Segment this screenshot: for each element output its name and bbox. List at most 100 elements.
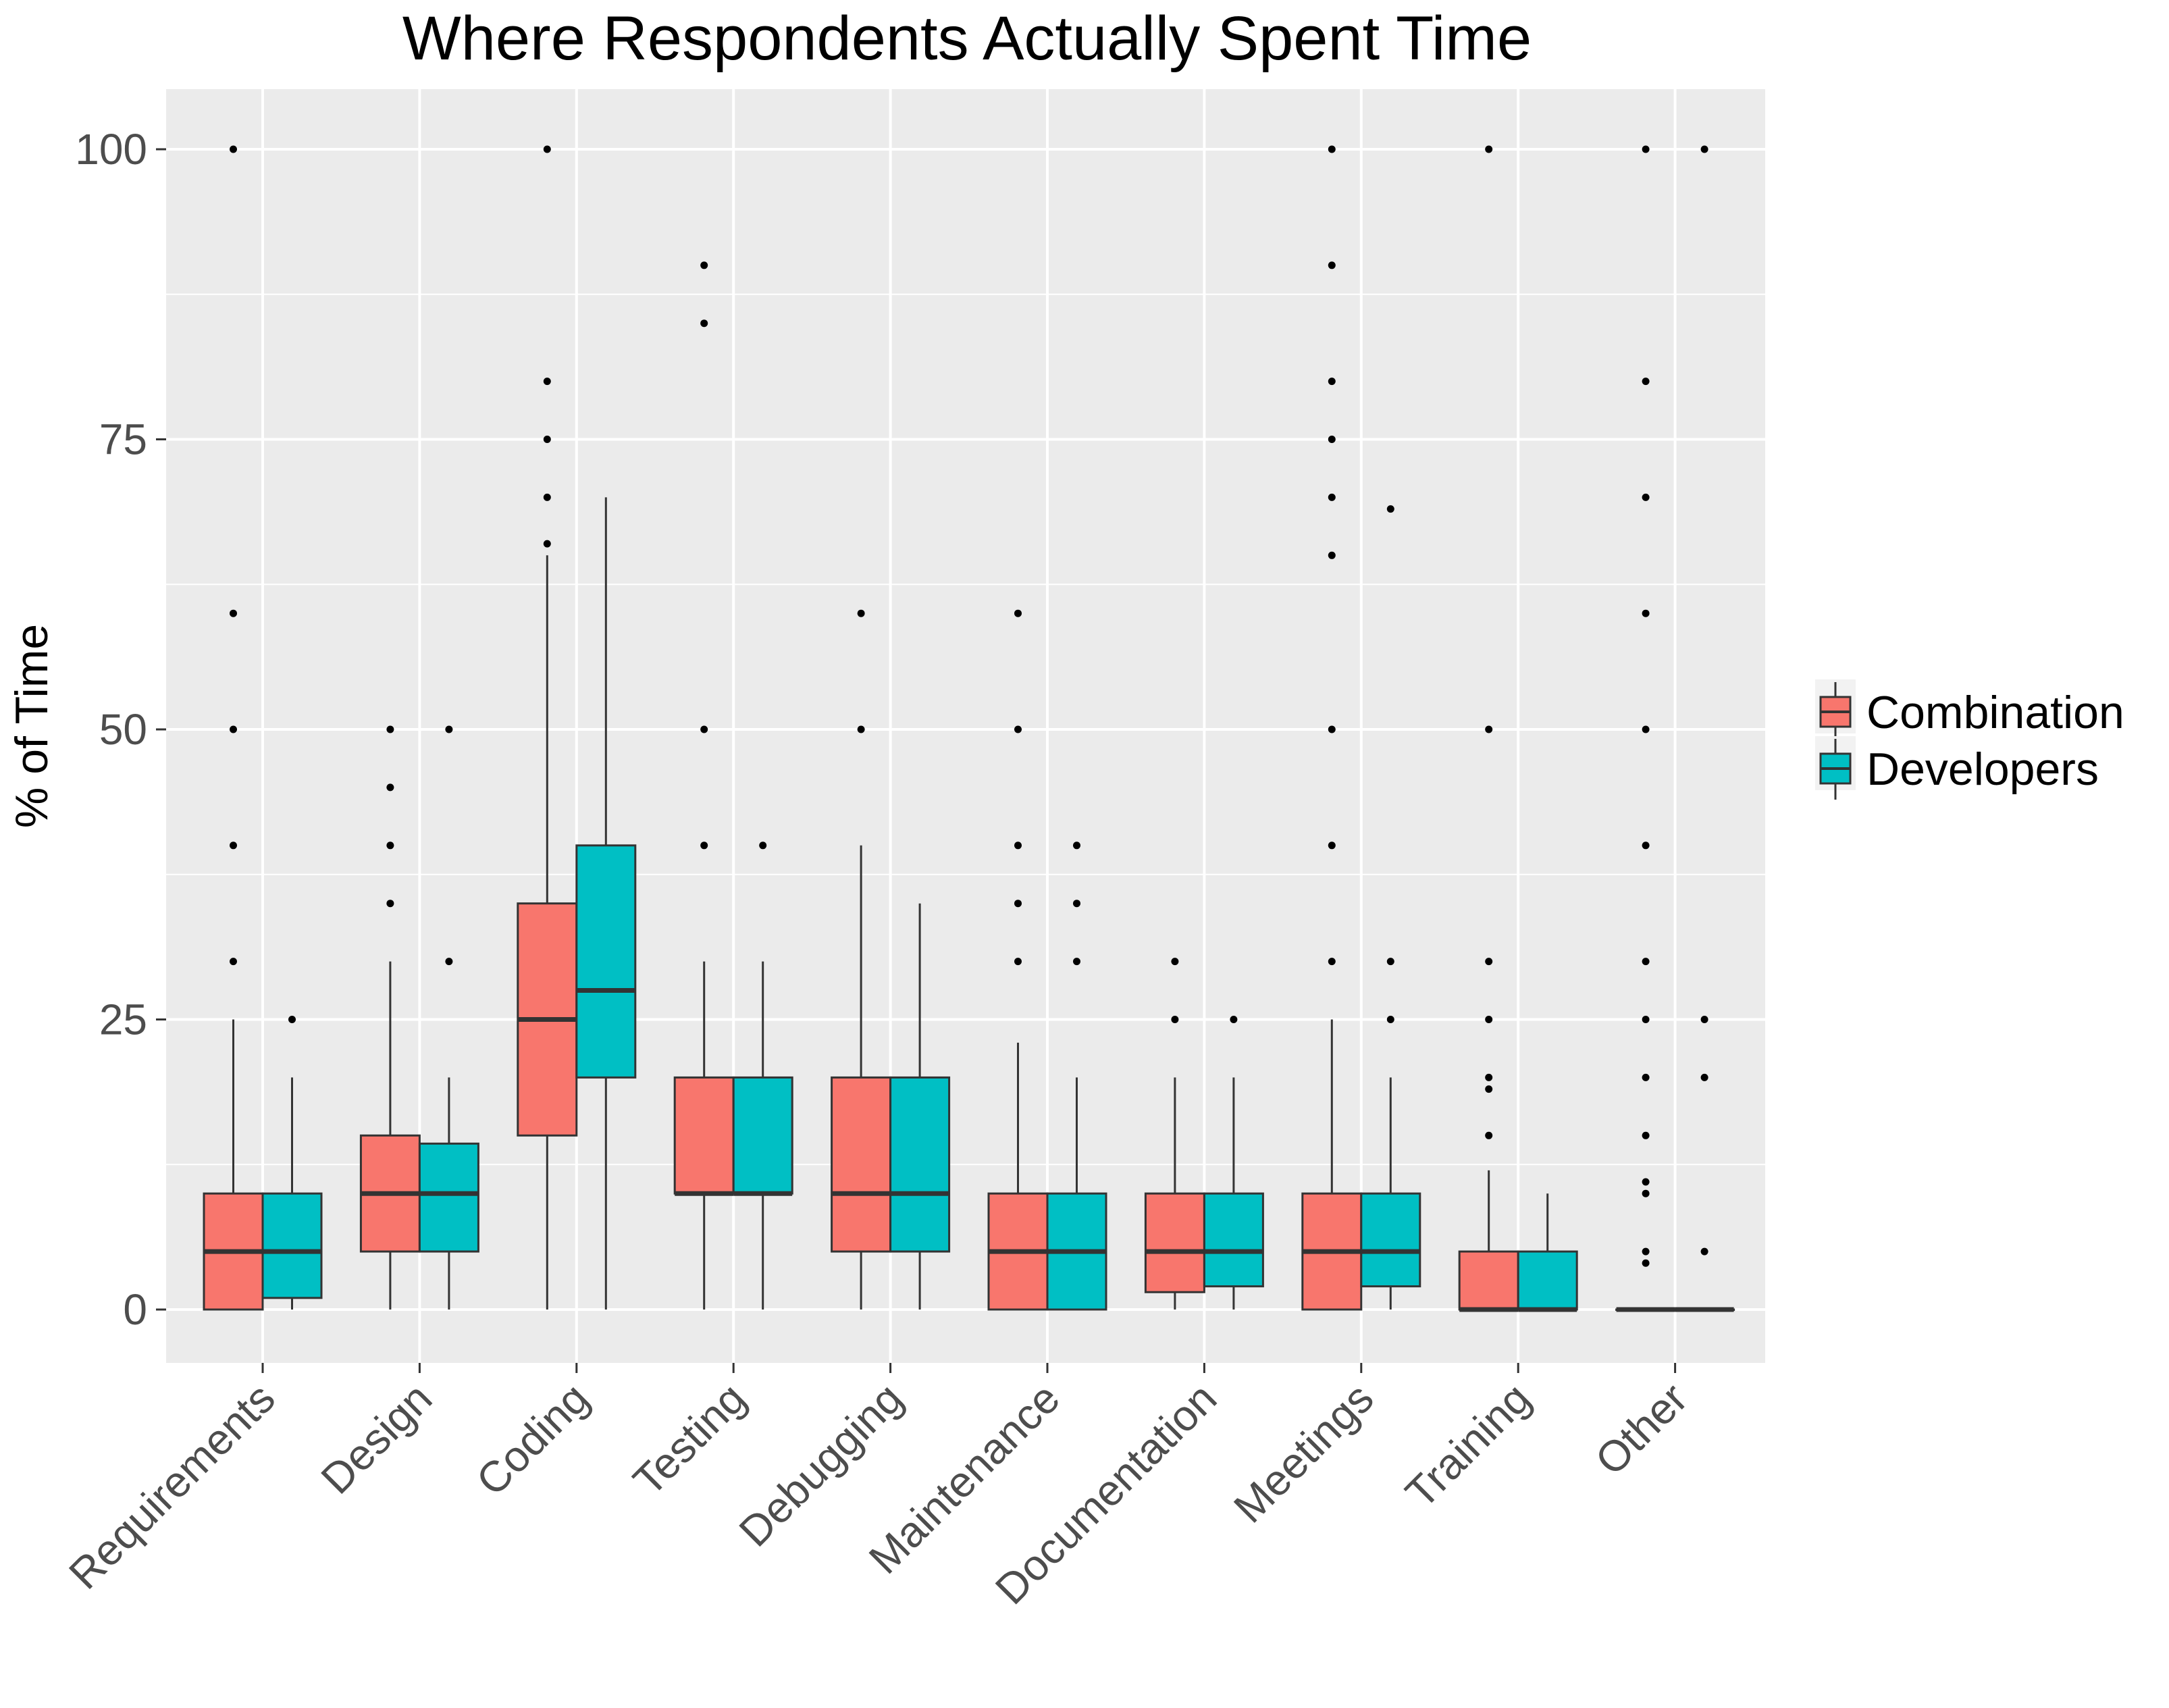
- outlier-point: [1328, 145, 1336, 153]
- y-tick-label: 25: [99, 995, 147, 1044]
- y-tick-label: 100: [75, 125, 147, 174]
- legend-label: Developers: [1866, 744, 2099, 795]
- outlier-point: [1014, 842, 1022, 850]
- outlier-point: [1485, 958, 1493, 966]
- outlier-point: [543, 378, 551, 386]
- box-design-developers: [418, 725, 479, 1310]
- outlier-point: [230, 725, 237, 733]
- outlier-point: [445, 725, 453, 733]
- x-tick-label: Other: [1586, 1374, 1696, 1484]
- box-coding-developers: [575, 497, 637, 1310]
- boxes-layer: [203, 145, 1735, 1312]
- box-design-combination: [359, 725, 421, 1310]
- box-debugging-combination: [831, 609, 892, 1310]
- outlier-point: [1642, 493, 1650, 501]
- outlier-point: [1642, 1131, 1650, 1139]
- box-meetings-combination: [1301, 145, 1363, 1311]
- box-documentation-combination: [1144, 958, 1205, 1310]
- outlier-point: [1642, 842, 1650, 850]
- outlier-point: [1014, 609, 1022, 617]
- outlier-point: [1328, 551, 1336, 559]
- box-iqr: [889, 1076, 951, 1253]
- box-iqr: [1144, 1192, 1205, 1293]
- outlier-point: [1642, 1016, 1650, 1023]
- outlier-point: [543, 493, 551, 501]
- outlier-point: [1171, 1016, 1179, 1023]
- outlier-point: [1014, 900, 1022, 908]
- outlier-point: [1073, 958, 1080, 966]
- legend-item-combination: Combination: [1815, 679, 2124, 743]
- outlier-point: [386, 900, 394, 908]
- outlier-point: [1386, 505, 1394, 513]
- box-documentation-developers: [1203, 1016, 1264, 1310]
- box-requirements-developers: [261, 1016, 323, 1310]
- outlier-point: [386, 842, 394, 850]
- outlier-point: [445, 958, 453, 966]
- box-other-developers: [1674, 145, 1735, 1312]
- outlier-point: [1700, 1016, 1708, 1023]
- outlier-point: [1328, 493, 1336, 501]
- box-iqr: [1203, 1192, 1264, 1288]
- x-tick-label: Testing: [624, 1374, 755, 1505]
- outlier-point: [230, 145, 237, 153]
- outlier-point: [700, 725, 708, 733]
- chart-title: Where Respondents Actually Spent Time: [402, 4, 1532, 73]
- x-tick-label: Design: [312, 1374, 442, 1503]
- outlier-point: [1642, 1178, 1650, 1186]
- outlier-point: [1485, 145, 1493, 153]
- outlier-point: [759, 842, 767, 850]
- outlier-point: [1642, 609, 1650, 617]
- box-meetings-developers: [1360, 505, 1421, 1310]
- x-tick-label: Requirements: [59, 1374, 284, 1599]
- legend: Combination Developers: [1815, 679, 2124, 800]
- box-training-developers: [1517, 1193, 1578, 1312]
- outlier-point: [230, 958, 237, 966]
- outlier-point: [543, 145, 551, 153]
- outlier-point: [386, 783, 394, 792]
- box-testing-developers: [732, 842, 793, 1310]
- outlier-point: [1014, 725, 1022, 733]
- y-axis: 0 25 50 75 100: [75, 125, 166, 1334]
- outlier-point: [1014, 958, 1022, 966]
- outlier-point: [230, 842, 237, 850]
- outlier-point: [1485, 1085, 1493, 1093]
- box-iqr: [1360, 1192, 1421, 1288]
- box-iqr: [1517, 1250, 1578, 1311]
- outlier-point: [543, 436, 551, 443]
- box-maintenance-combination: [987, 609, 1049, 1311]
- outlier-point: [1171, 958, 1179, 966]
- outlier-point: [1642, 1189, 1650, 1197]
- outlier-point: [1328, 725, 1336, 733]
- box-requirements-combination: [203, 145, 264, 1311]
- outlier-point: [1700, 145, 1708, 153]
- outlier-point: [1485, 1016, 1493, 1023]
- outlier-point: [1230, 1016, 1238, 1023]
- outlier-point: [1642, 958, 1650, 966]
- outlier-point: [230, 609, 237, 617]
- outlier-point: [1328, 378, 1336, 386]
- box-iqr: [1458, 1250, 1519, 1311]
- outlier-point: [1642, 1073, 1650, 1081]
- outlier-point: [1700, 1247, 1708, 1256]
- x-tick-label: Coding: [467, 1374, 598, 1505]
- outlier-point: [700, 842, 708, 850]
- outlier-point: [1642, 1259, 1650, 1267]
- y-axis-label: % of Time: [6, 624, 57, 828]
- x-tick-label: Training: [1396, 1374, 1540, 1518]
- box-iqr: [575, 844, 637, 1079]
- outlier-point: [1485, 1131, 1493, 1139]
- box-iqr: [673, 1076, 735, 1195]
- outlier-point: [1485, 725, 1493, 733]
- box-iqr: [261, 1192, 323, 1299]
- outlier-point: [1073, 900, 1080, 908]
- outlier-point: [1642, 1247, 1650, 1256]
- outlier-point: [288, 1016, 296, 1023]
- outlier-point: [1642, 378, 1650, 386]
- box-iqr: [831, 1076, 892, 1253]
- outlier-point: [1642, 725, 1650, 733]
- x-tick-label: Meetings: [1224, 1374, 1383, 1532]
- box-other-combination: [1615, 145, 1677, 1312]
- outlier-point: [1328, 436, 1336, 443]
- outlier-point: [1328, 261, 1336, 269]
- outlier-point: [1073, 842, 1080, 850]
